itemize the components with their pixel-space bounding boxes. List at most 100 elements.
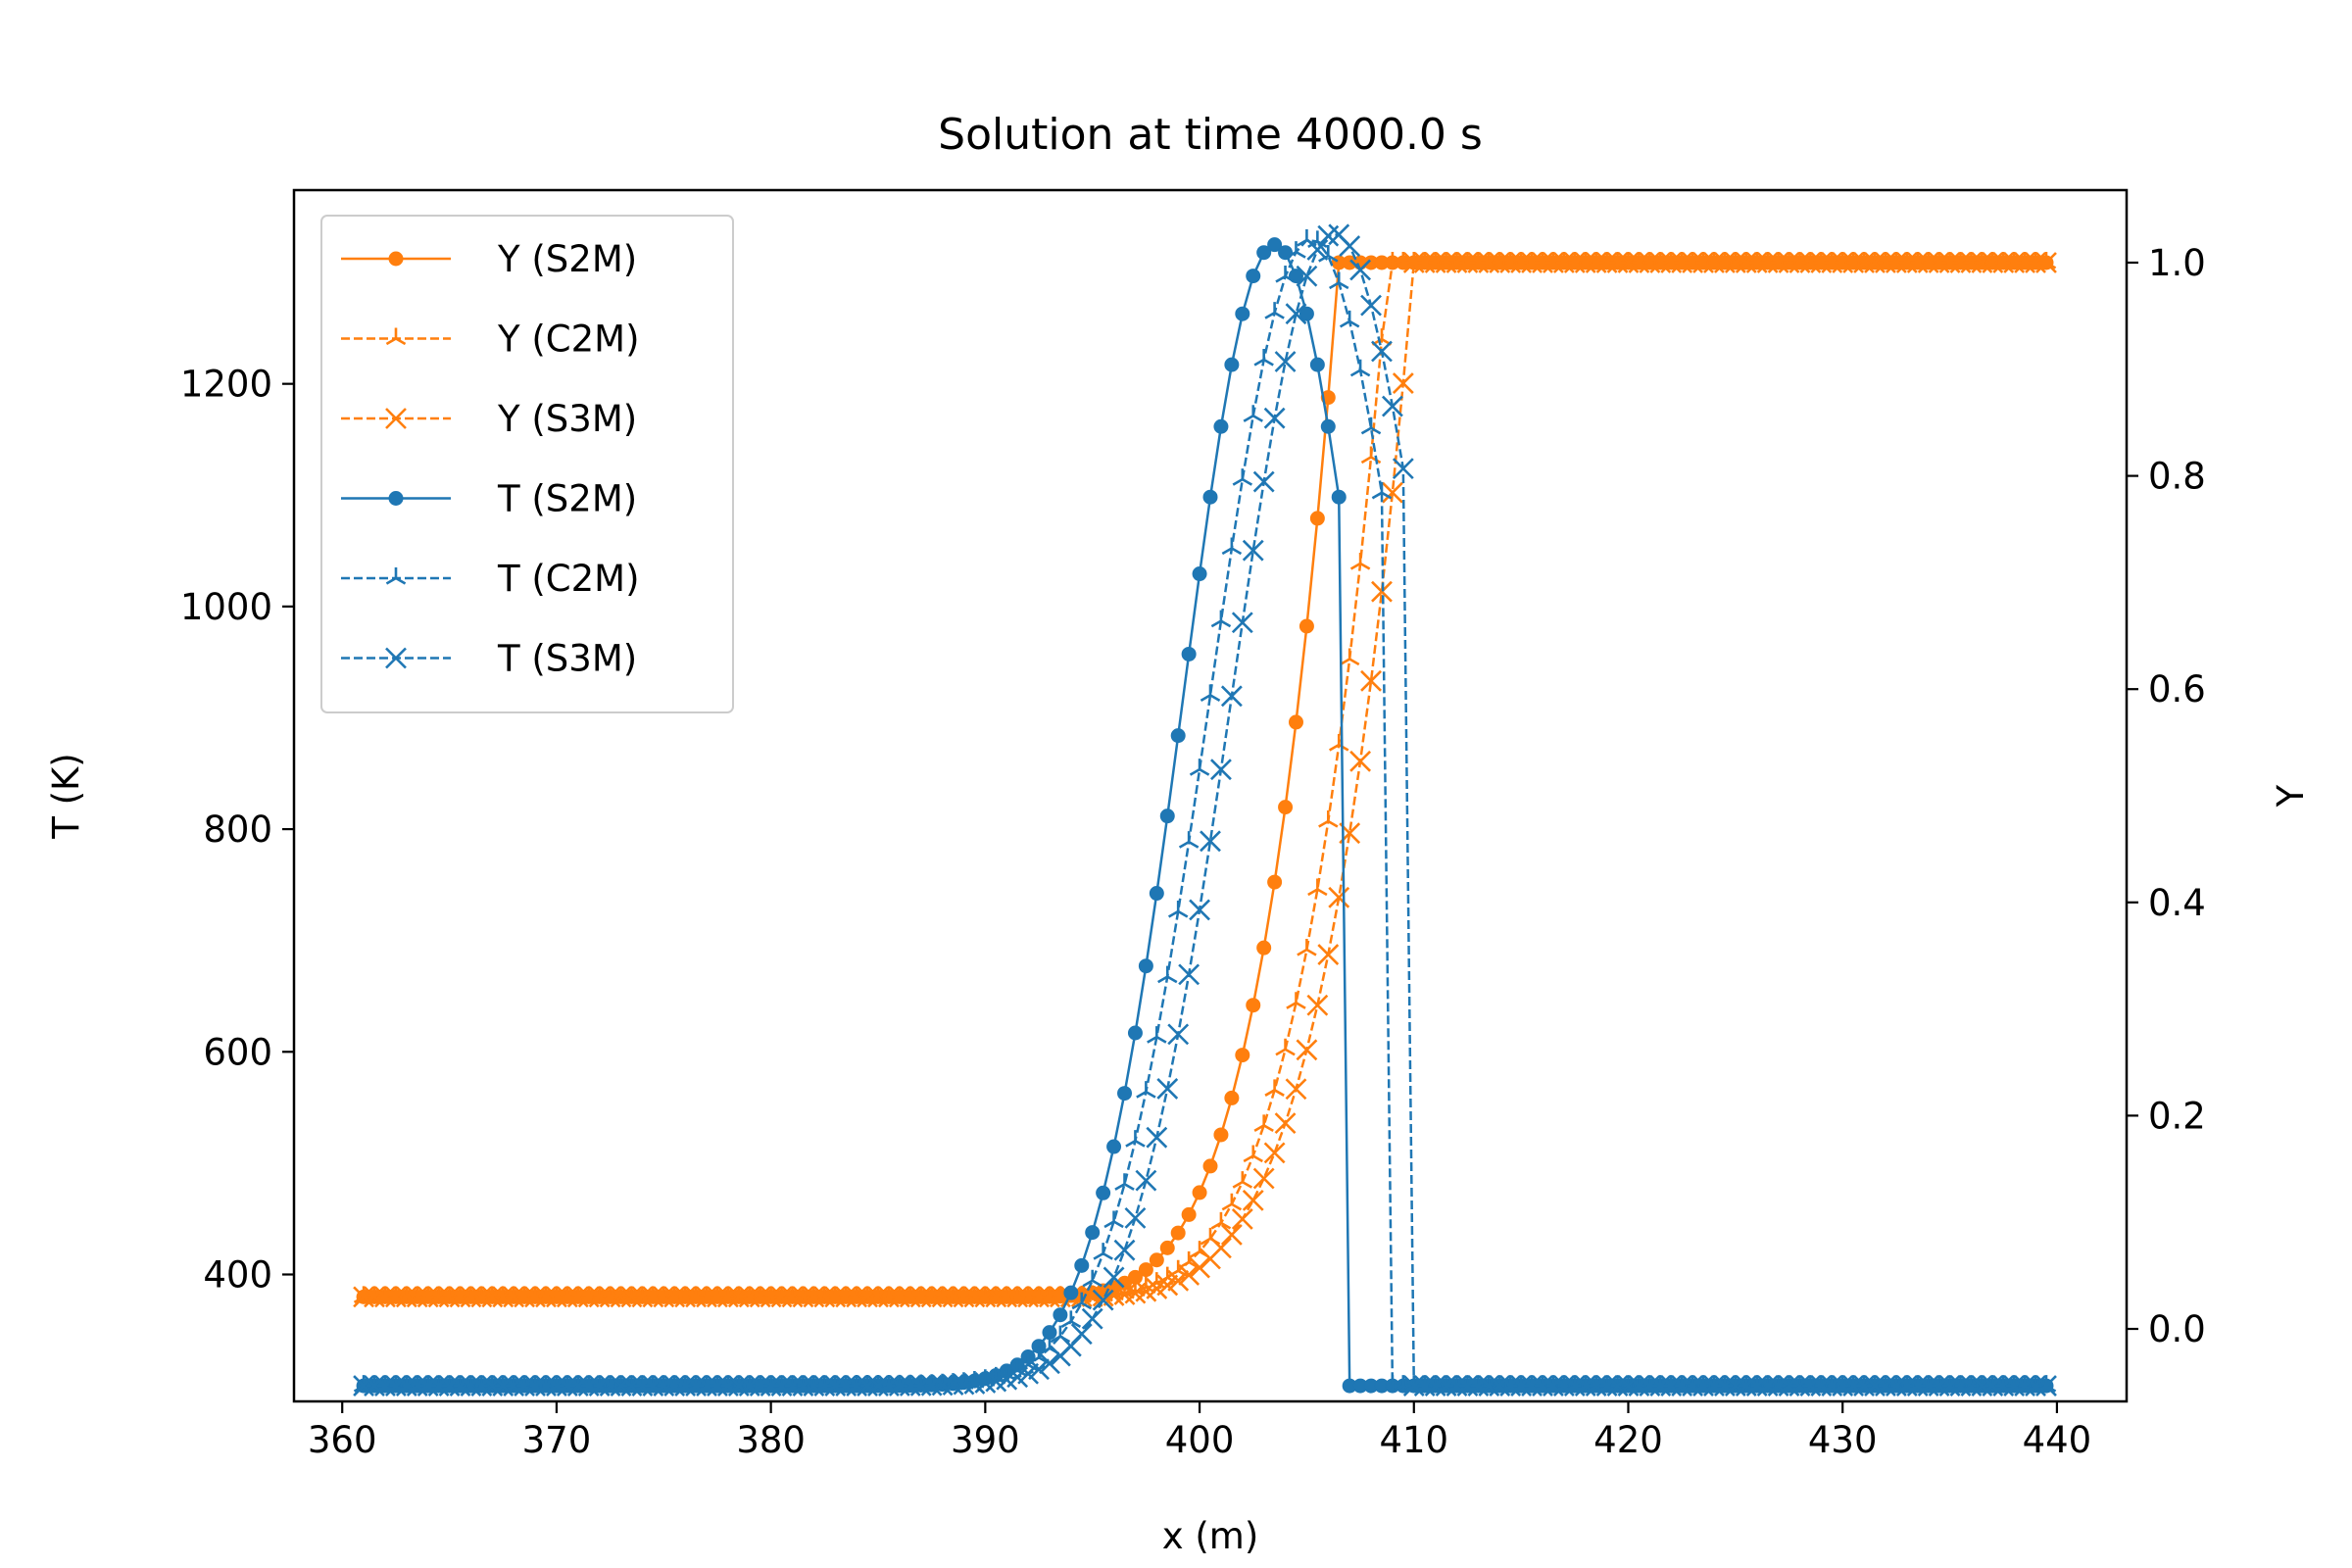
data-point [846, 1286, 868, 1308]
data-point [1938, 1375, 1961, 1397]
data-point [1413, 1375, 1436, 1397]
data-point [1085, 1225, 1101, 1241]
data-point [1167, 1269, 1190, 1292]
data-point [1478, 252, 1500, 273]
data-point [878, 1375, 900, 1396]
data-point [395, 1375, 417, 1397]
data-point [1392, 458, 1414, 480]
data-point [1413, 252, 1436, 273]
data-point [1178, 963, 1200, 986]
data-point [599, 1375, 621, 1397]
data-point [1552, 1375, 1575, 1397]
data-point [760, 1375, 782, 1397]
data-point [1320, 418, 1336, 434]
data-point [1006, 1286, 1029, 1308]
data-point [1235, 1048, 1250, 1063]
data-point [481, 1375, 504, 1397]
data-point [364, 1286, 385, 1308]
data-point [1875, 252, 1896, 273]
data-point [1617, 1375, 1640, 1397]
legend-item: Y (S3M) [341, 398, 637, 440]
data-point [909, 1286, 932, 1308]
legend-label: Y (S3M) [497, 398, 637, 440]
data-point [353, 1375, 375, 1397]
data-point [374, 1286, 396, 1308]
data-point [1660, 1375, 1683, 1397]
data-point [1799, 252, 1822, 273]
data-point [1895, 252, 1918, 273]
data-point [1778, 1375, 1800, 1397]
data-point [1821, 1375, 1843, 1397]
data-point [1286, 241, 1306, 259]
data-point [1243, 405, 1263, 422]
data-point [1329, 733, 1349, 752]
data-point [1864, 1375, 1886, 1397]
data-point [1243, 1145, 1263, 1163]
data-point [1253, 1114, 1274, 1132]
data-point [1606, 252, 1629, 273]
data-point [1724, 252, 1746, 273]
x-tick-label: 360 [308, 1419, 377, 1461]
data-point [2003, 252, 2026, 273]
data-point [1499, 1375, 1522, 1397]
data-point [1220, 685, 1243, 708]
legend-marker [385, 408, 407, 429]
data-point [1992, 1375, 2015, 1397]
data-point [1853, 1375, 1875, 1397]
data-point [1864, 252, 1886, 273]
data-point [1349, 359, 1371, 377]
data-point [685, 1286, 708, 1308]
data-point [416, 1375, 439, 1397]
data-point [696, 1375, 717, 1397]
data-point [1960, 252, 1983, 273]
data-point [1147, 1026, 1167, 1044]
data-point [1446, 252, 1468, 273]
data-point [835, 1375, 858, 1396]
data-point [1842, 1375, 1865, 1397]
data-point [1489, 1375, 1511, 1397]
data-point [631, 1286, 654, 1308]
data-point [492, 1375, 514, 1397]
data-point [1232, 1171, 1253, 1189]
data-point [1585, 1375, 1607, 1397]
data-point [846, 1375, 868, 1396]
data-point [1595, 1375, 1618, 1397]
data-point [867, 1375, 889, 1396]
data-point [1274, 1112, 1297, 1135]
data-point [738, 1375, 760, 1397]
data-point [1628, 1375, 1650, 1397]
data-point [1189, 759, 1210, 776]
data-point [1288, 714, 1303, 730]
data-point [663, 1375, 686, 1397]
data-point [610, 1286, 632, 1308]
data-point [374, 1375, 396, 1397]
data-point [1192, 566, 1207, 582]
data-point [1167, 1259, 1189, 1278]
data-point [1563, 252, 1586, 273]
data-point [867, 1286, 889, 1308]
data-point [931, 1286, 954, 1308]
data-point [1192, 1185, 1207, 1200]
data-point [1895, 1375, 1918, 1397]
legend-item: T (C2M) [341, 558, 640, 600]
data-point [1200, 684, 1221, 703]
data-point [1671, 1375, 1693, 1397]
data-point [1149, 886, 1164, 902]
x-tick-label: 380 [736, 1419, 806, 1461]
data-point [1703, 1375, 1725, 1397]
data-point [1060, 1310, 1082, 1329]
data-point [1159, 1240, 1175, 1255]
data-point [1853, 252, 1875, 273]
data-point [588, 1375, 611, 1397]
data-point [1821, 252, 1843, 273]
data-point [1435, 1375, 1457, 1397]
data-point [1252, 1167, 1275, 1190]
data-point [1306, 994, 1329, 1016]
legend: Y (S2M) Y (C2M) Y (S3M) T (S2M) T (C2M) T (S3… [320, 215, 734, 713]
data-point [1489, 252, 1511, 273]
data-point [1286, 992, 1306, 1009]
data-point [813, 1375, 836, 1397]
data-point [1543, 252, 1564, 273]
data-point [716, 1286, 739, 1308]
data-point [1070, 1323, 1093, 1346]
